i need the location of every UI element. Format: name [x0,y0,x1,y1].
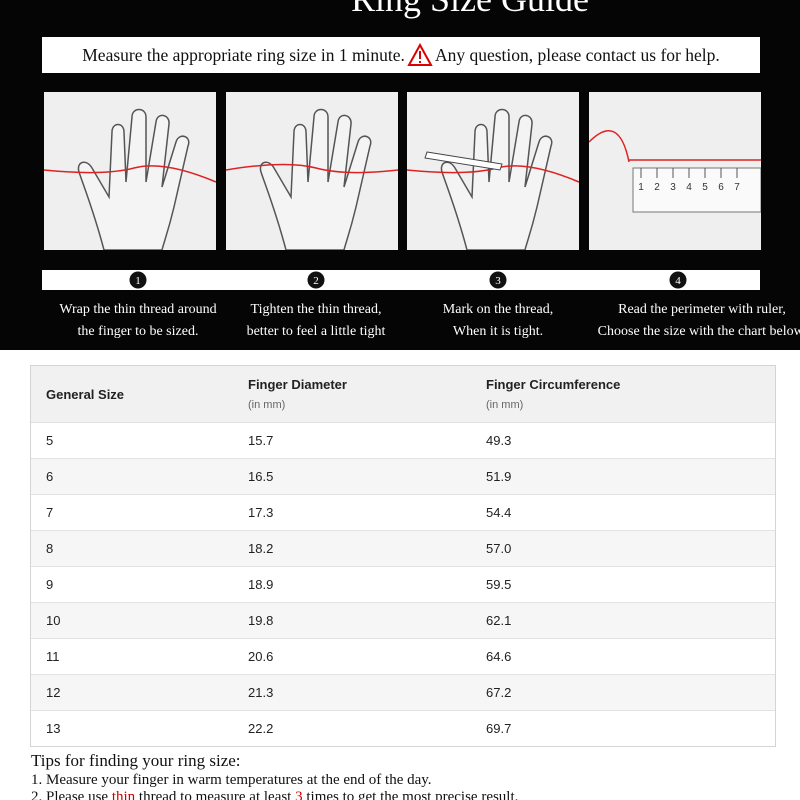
table-cell: 11 [46,649,60,664]
caption-line: Choose the size with the chart below. [597,324,800,339]
tip: 2. Please use thin thread to measure at … [31,789,518,800]
pen [424,151,503,171]
table-cell: 8 [46,541,54,556]
ruler-label: 7 [734,182,740,193]
table-row: 11 20.6 64.6 [31,638,775,674]
step-marker [488,270,508,290]
progress-bar: 1 2 3 4 [42,270,760,290]
hand [77,108,190,250]
tips: Tips for finding your ring size: 1. Meas… [31,752,518,800]
tip-text: 2. Please use [31,789,112,800]
column-header: Finger Circumference [486,377,621,392]
table-cell: 9 [46,577,54,592]
hand [440,108,553,250]
table-row: 13 22.2 69.7 [31,710,775,746]
step-number: 2 [313,275,319,287]
table-cell: 10 [46,613,61,628]
ruler-label: 3 [670,182,676,193]
tip-text: thin [111,789,136,800]
warning-icon [407,43,433,66]
ruler-label: 4 [686,182,692,193]
step-number: 1 [135,275,141,287]
ruler-label: 5 [702,182,708,193]
table-cell: 59.5 [486,577,512,592]
tip-text: times to get the most precise result. [302,789,519,800]
table-cell: 49.3 [486,433,512,448]
title: Ring Size Guide [0,0,800,20]
step-marker [668,270,688,290]
step-caption: Wrap the thin thread around the finger to… [38,299,238,343]
table-cell: 22.2 [248,721,274,736]
ruler-label: 2 [654,182,660,193]
step-caption: Read the perimeter with ruler, Choose the… [582,299,800,343]
hand [259,108,372,250]
table-cell: 62.1 [486,613,512,628]
table-cell: 12 [46,685,61,700]
caption-line: Wrap the thin thread around [59,302,217,317]
tip: 1. Measure your finger in warm temperatu… [31,772,432,788]
table-cell: 16.5 [248,469,274,484]
caption-line: Read the perimeter with ruler, [618,302,786,317]
table-cell: 13 [46,721,61,736]
guide-banner: Ring Size Guide Measure the appropriate … [0,0,800,350]
table-row: 9 18.9 59.5 [31,566,775,602]
table-cell: 18.9 [248,577,274,592]
table-header: General Size Finger Diameter (in mm) Finger… [31,366,775,422]
tip-text: 3 [295,789,303,800]
table-cell: 67.2 [486,685,512,700]
tip-text: thread to measure at least [135,789,296,800]
thread [589,130,761,163]
caption-line: better to feel a little tight [246,324,386,339]
caption-line: When it is tight. [452,324,544,339]
table-row: 6 16.5 51.9 [31,458,775,494]
step-illustration [44,92,216,250]
table-cell: 21.3 [248,685,274,700]
intro: Measure the appropriate ring size in 1 m… [42,37,760,73]
table-cell: 18.2 [248,541,274,556]
table-cell: 51.9 [486,469,512,484]
ruler [632,167,761,213]
table-row: 8 18.2 57.0 [31,530,775,566]
step-number: 4 [675,275,681,287]
step-caption: Tighten the thin thread, better to feel a… [216,299,416,343]
column-unit: (in mm) [248,399,286,411]
table-cell: 17.3 [248,505,274,520]
intro-text: Any question, please contact us for help… [434,44,720,65]
table-cell: 15.7 [248,433,274,448]
table-row: 7 17.3 54.4 [31,494,775,530]
thread [226,163,398,174]
table-cell: 7 [46,505,54,520]
table-cell: 57.0 [486,541,512,556]
table-cell: 6 [46,469,54,484]
table-row: 10 19.8 62.1 [31,602,775,638]
table-cell: 64.6 [486,649,512,664]
table-row: 12 21.3 67.2 [31,674,775,710]
size-table: General Size Finger Diameter (in mm) Finger… [30,365,776,747]
table-cell: 54.4 [486,505,512,520]
step-number: 3 [495,275,501,287]
column-header: General Size [46,387,125,402]
ruler-label: 6 [718,182,724,193]
caption-line: Mark on the thread, [442,302,554,317]
step-illustration [226,92,398,250]
column-unit: (in mm) [486,399,524,411]
table-row: 5 15.7 49.3 [31,422,775,458]
table-cell: 5 [46,433,54,448]
step-illustration [407,92,579,250]
intro-text: Measure the appropriate ring size in 1 m… [82,44,405,65]
caption-line: the finger to be sized. [77,324,199,339]
ruler-label: 1 [638,182,644,193]
step-caption: Mark on the thread, When it is tight. [398,299,598,343]
thread [44,165,216,183]
table-cell: 19.8 [248,613,274,628]
step-marker [306,270,326,290]
tips-title: Tips for finding your ring size: [31,751,241,770]
table-cell: 69.7 [486,721,512,736]
caption-line: Tighten the thin thread, [250,302,382,317]
column-header: Finger Diameter [248,377,347,392]
table-cell: 20.6 [248,649,274,664]
step-marker [128,270,148,290]
